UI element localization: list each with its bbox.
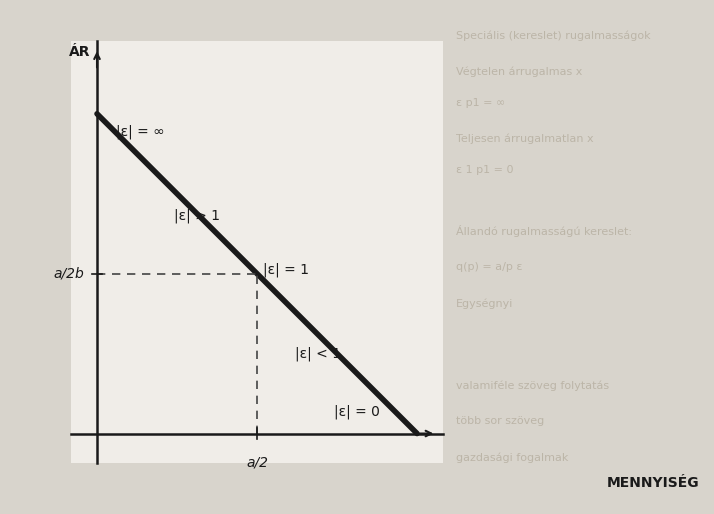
Text: |ε| > 1: |ε| > 1 <box>174 208 220 223</box>
Text: |ε| = ∞: |ε| = ∞ <box>116 125 165 139</box>
Text: |ε| = 1: |ε| = 1 <box>263 263 309 277</box>
Text: a/2b: a/2b <box>54 267 84 281</box>
Text: |ε| < 1: |ε| < 1 <box>296 346 341 361</box>
Text: Egységnyi: Egységnyi <box>456 298 513 308</box>
Text: több sor szöveg: több sor szöveg <box>456 416 545 427</box>
Text: Állandó rugalmasságú kereslet:: Állandó rugalmasságú kereslet: <box>456 225 632 237</box>
Text: ε p1 = ∞: ε p1 = ∞ <box>456 98 506 108</box>
Text: Végtelen árrugalmas x: Végtelen árrugalmas x <box>456 67 583 77</box>
Text: ε 1 p1 = 0: ε 1 p1 = 0 <box>456 164 514 175</box>
Text: gazdasági fogalmak: gazdasági fogalmak <box>456 452 568 463</box>
Text: Teljesen árrugalmatlan x: Teljesen árrugalmatlan x <box>456 134 594 144</box>
Text: valamiféle szöveg folytatás: valamiféle szöveg folytatás <box>456 380 609 391</box>
Text: |ε| = 0: |ε| = 0 <box>334 405 380 419</box>
Text: Speciális (kereslet) rugalmasságok: Speciális (kereslet) rugalmasságok <box>456 31 651 41</box>
Text: q(p) = a/p ε: q(p) = a/p ε <box>456 262 523 272</box>
Text: MENNYISÉG: MENNYISÉG <box>607 476 700 490</box>
Text: a/2: a/2 <box>246 455 268 469</box>
Text: ÁR: ÁR <box>69 45 91 59</box>
